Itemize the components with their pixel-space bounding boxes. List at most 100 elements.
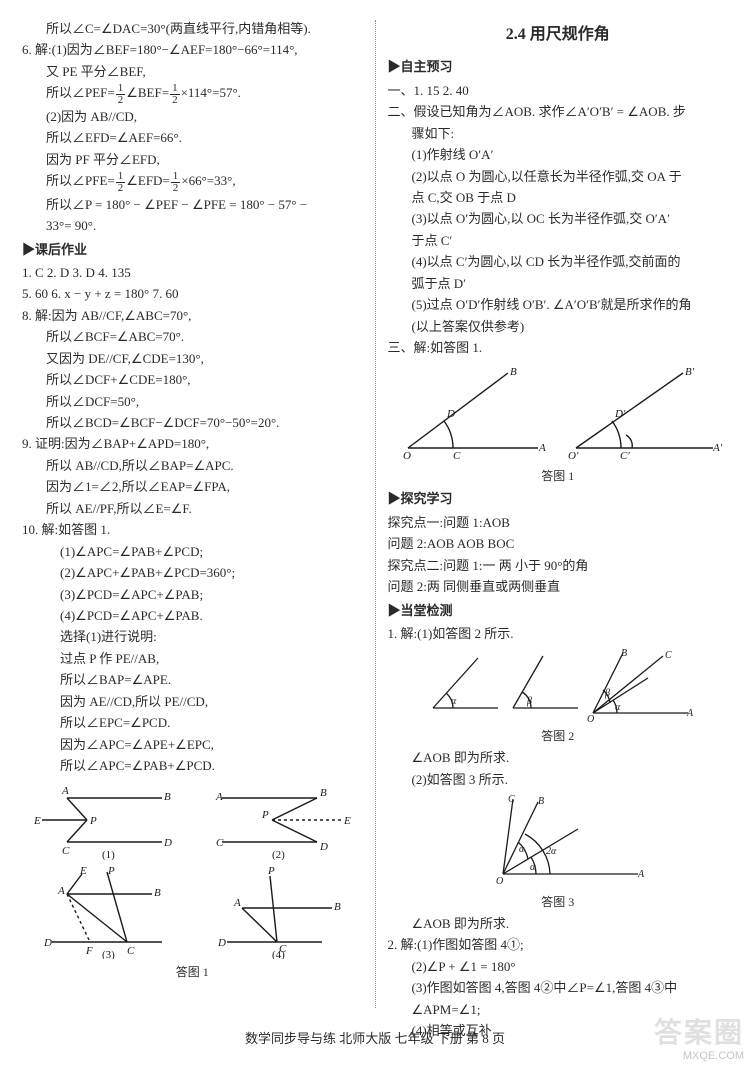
label-E: E (79, 865, 87, 877)
text: 因为 PF 平分∠EFD, (22, 149, 363, 170)
text: (以上答案仅供参考) (388, 316, 729, 337)
text: 过点 P 作 PE//AB, (22, 648, 363, 669)
label-B: B (154, 887, 161, 899)
text: 8. 解:因为 AB//CF,∠ABC=70°, (22, 305, 363, 326)
text: 6. 解:(1)因为∠BEF=180°−∠AEF=180°−66°=114°, (22, 39, 363, 60)
label-B: B (510, 366, 517, 378)
label-Dp: D′ (614, 408, 626, 420)
label-A: A (637, 869, 645, 880)
label-B: B (334, 901, 341, 913)
answer-figure-1: O A B C D O′ A′ B′ C′ (388, 363, 729, 463)
text: 所以 AE//PF,所以∠E=∠F. (22, 498, 363, 519)
figure-caption: 答图 1 (388, 467, 729, 487)
right-column: 2.4 用尺规作角 ▶自主预习 一、1. 15 2. 40 二、假设已知角为∠A… (376, 18, 729, 1010)
left-column: 所以∠C=∠DAC=30°(两直线平行,内错角相等). 6. 解:(1)因为∠B… (22, 18, 375, 1010)
label-O: O (496, 876, 503, 887)
text: 所以∠BCD=∠BCF−∠DCF=70°−50°=20°. (22, 412, 363, 433)
text: (3)∠PCD=∠APC+∠PAB; (22, 584, 363, 605)
text: 所以∠PEF= (46, 85, 115, 100)
angle-AOB-prime: O′ A′ B′ C′ D′ (558, 363, 723, 463)
text: 所以 AB//CD,所以∠BAP=∠APC. (22, 455, 363, 476)
text: 1. 解:(1)如答图 2 所示. (388, 623, 729, 644)
text: (5)过点 O′D′作射线 O′B′. ∠A′O′B′就是所求作的角 (388, 294, 729, 315)
label-A: A (57, 885, 65, 897)
answer-figure-2: α β α (388, 648, 729, 723)
label-F: F (85, 945, 93, 957)
label-B: B (164, 791, 171, 803)
label-Cp: C′ (620, 450, 630, 462)
text: ∠AOB 即为所求. (388, 747, 729, 768)
answer-figure-3: α α 2α O A B C (388, 794, 729, 889)
label-E: E (33, 815, 41, 827)
text: 所以∠BAP=∠APE. (22, 669, 363, 690)
text: 探究点一:问题 1:AOB (388, 512, 729, 533)
text: 因为∠APC=∠APE+∠EPC, (22, 734, 363, 755)
label-D: D (217, 937, 226, 949)
text: 5. 60 6. x − y + z = 180° 7. 60 (22, 283, 363, 304)
text: ∠BEF= (126, 85, 169, 100)
watermark-big: 答案圈 (654, 1016, 744, 1050)
answer-figure-1-row2: E P A B D F C (3) P (22, 864, 363, 959)
text: 1. C 2. D 3. D 4. 135 (22, 262, 363, 283)
text: 因为 AE//CD,所以 PE//CD, (22, 691, 363, 712)
angle-sum: α β O A B C (583, 648, 693, 723)
text: ×66°=33°, (181, 173, 235, 188)
label-alpha: α (530, 862, 536, 873)
fraction: 12 (116, 83, 126, 106)
diagram-2: A B P E C D (2) (202, 780, 352, 860)
text: (3)以点 O′为圆心,以 OC 长为半径作弧,交 O′A′ (388, 208, 729, 229)
text: 所以∠C=∠DAC=30°(两直线平行,内错角相等). (22, 18, 363, 39)
label-B: B (538, 796, 544, 807)
diagram-3: E P A B D F C (3) (32, 864, 182, 959)
text: 一、1. 15 2. 40 (388, 80, 729, 101)
label-C: C (127, 945, 135, 957)
label-C: C (508, 794, 515, 805)
text: 2. 解:(1)作图如答图 4①; (388, 934, 729, 955)
text: (2)以点 O 为圆心,以任意长为半径作弧,交 OA 于 (388, 166, 729, 187)
text: 选择(1)进行说明: (22, 626, 363, 647)
label-Ap: A′ (712, 442, 723, 454)
page-footer: 数学同步导与练 北师大版 七年级 下册 第 8 页 (0, 1028, 750, 1047)
text: ∠AOB 即为所求. (388, 913, 729, 934)
text: 问题 2:AOB AOB BOC (388, 533, 729, 554)
label-alpha: α (451, 696, 457, 707)
text: 所以∠PFE=12∠EFD=12×66°=33°, (22, 170, 363, 194)
text: 弧于点 D′ (388, 273, 729, 294)
text: 骤如下: (388, 123, 729, 144)
label-beta: β (604, 688, 610, 699)
label-A: A (686, 708, 693, 719)
text: 所以∠APC=∠PAB+∠PCD. (22, 755, 363, 776)
text: (4)∠PCD=∠APC+∠PAB. (22, 605, 363, 626)
answer-figure-1-row1: A B E P C D (1) A (22, 780, 363, 860)
text: 又因为 DE//CF,∠CDE=130°, (22, 348, 363, 369)
text: 探究点二:问题 1:一 两 小于 90°的角 (388, 555, 729, 576)
label-C: C (62, 845, 70, 857)
fraction: 12 (171, 171, 181, 194)
figure-caption: 答图 1 (22, 963, 363, 983)
text: (1)∠APC=∠PAB+∠PCD; (22, 541, 363, 562)
diagram-4: P A B C D (4) (202, 864, 352, 959)
sub-caption-2: (2) (272, 849, 285, 860)
sub-caption-1: (1) (102, 849, 115, 860)
label-E: E (343, 815, 351, 827)
fraction: 12 (116, 171, 126, 194)
label-P: P (89, 815, 97, 827)
label-A: A (538, 442, 546, 454)
angle-beta: β (503, 648, 583, 718)
label-alpha: α (615, 702, 621, 713)
label-O: O (587, 714, 594, 723)
label-D: D (446, 408, 455, 420)
label-P: P (107, 865, 115, 877)
label-D: D (319, 841, 328, 853)
text: 因为∠1=∠2,所以∠EAP=∠FPA, (22, 476, 363, 497)
text: 10. 解:如答图 1. (22, 519, 363, 540)
label-Bp: B′ (685, 366, 695, 378)
label-C: C (665, 650, 672, 661)
text: 33°= 90°. (22, 215, 363, 236)
label-B: B (320, 787, 327, 799)
text: 三、解:如答图 1. (388, 337, 729, 358)
text: 所以∠PEF=12∠BEF=12×114°=57°. (22, 82, 363, 106)
homework-title: ▶课后作业 (22, 239, 363, 260)
text: 又 PE 平分∠BEF, (22, 61, 363, 82)
test-title: ▶当堂检测 (388, 600, 729, 621)
